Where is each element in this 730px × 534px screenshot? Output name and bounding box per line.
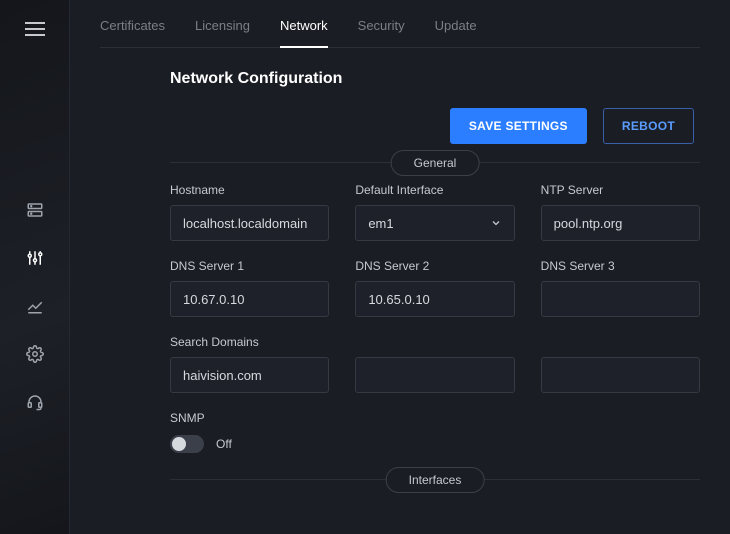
snmp-state-text: Off <box>216 437 232 451</box>
storage-icon[interactable] <box>25 200 45 220</box>
tab-licensing[interactable]: Licensing <box>195 18 250 47</box>
tab-network[interactable]: Network <box>280 18 328 47</box>
field-search-domains-3 <box>541 335 700 393</box>
section-general-label: General <box>391 150 480 176</box>
page-title: Network Configuration <box>170 70 700 88</box>
ntp-server-input[interactable] <box>541 205 700 241</box>
hostname-label: Hostname <box>170 183 329 197</box>
field-dns1: DNS Server 1 <box>170 259 329 317</box>
field-dns2: DNS Server 2 <box>355 259 514 317</box>
menu-icon[interactable] <box>25 22 45 36</box>
tab-certificates[interactable]: Certificates <box>100 18 165 47</box>
dns2-label: DNS Server 2 <box>355 259 514 273</box>
snmp-label: SNMP <box>170 411 700 425</box>
tabs: Certificates Licensing Network Security … <box>100 0 700 48</box>
hostname-input[interactable] <box>170 205 329 241</box>
reboot-button[interactable]: REBOOT <box>603 108 694 144</box>
ntp-server-label: NTP Server <box>541 183 700 197</box>
dns2-input[interactable] <box>355 281 514 317</box>
search-domains-label: Search Domains <box>170 335 329 349</box>
section-general-divider: General <box>170 162 700 163</box>
default-interface-select[interactable]: em1 <box>355 205 514 241</box>
field-ntp-server: NTP Server <box>541 183 700 241</box>
search-domains-3-input[interactable] <box>541 357 700 393</box>
search-domains-3-label <box>541 335 700 349</box>
sliders-icon[interactable] <box>25 248 45 268</box>
dns1-label: DNS Server 1 <box>170 259 329 273</box>
default-interface-value: em1 <box>368 216 393 231</box>
field-dns3: DNS Server 3 <box>541 259 700 317</box>
gear-icon[interactable] <box>25 344 45 364</box>
field-default-interface: Default Interface em1 <box>355 183 514 241</box>
dns1-input[interactable] <box>170 281 329 317</box>
sidebar <box>0 0 70 534</box>
section-interfaces-divider: Interfaces <box>170 479 700 480</box>
main-content: Certificates Licensing Network Security … <box>70 0 730 534</box>
field-search-domains: Search Domains <box>170 335 329 393</box>
chart-icon[interactable] <box>25 296 45 316</box>
headset-icon[interactable] <box>25 392 45 412</box>
default-interface-label: Default Interface <box>355 183 514 197</box>
snmp-toggle[interactable] <box>170 435 204 453</box>
dns3-input[interactable] <box>541 281 700 317</box>
save-settings-button[interactable]: SAVE SETTINGS <box>450 108 587 144</box>
action-row: SAVE SETTINGS REBOOT <box>170 108 700 144</box>
search-domains-2-input[interactable] <box>355 357 514 393</box>
dns3-label: DNS Server 3 <box>541 259 700 273</box>
field-search-domains-2 <box>355 335 514 393</box>
search-domains-input[interactable] <box>170 357 329 393</box>
toggle-knob-icon <box>172 437 186 451</box>
search-domains-2-label <box>355 335 514 349</box>
snmp-block: SNMP Off <box>170 411 700 453</box>
chevron-down-icon <box>490 217 502 229</box>
tab-update[interactable]: Update <box>435 18 477 47</box>
tab-security[interactable]: Security <box>358 18 405 47</box>
section-interfaces-label: Interfaces <box>386 467 485 493</box>
field-hostname: Hostname <box>170 183 329 241</box>
